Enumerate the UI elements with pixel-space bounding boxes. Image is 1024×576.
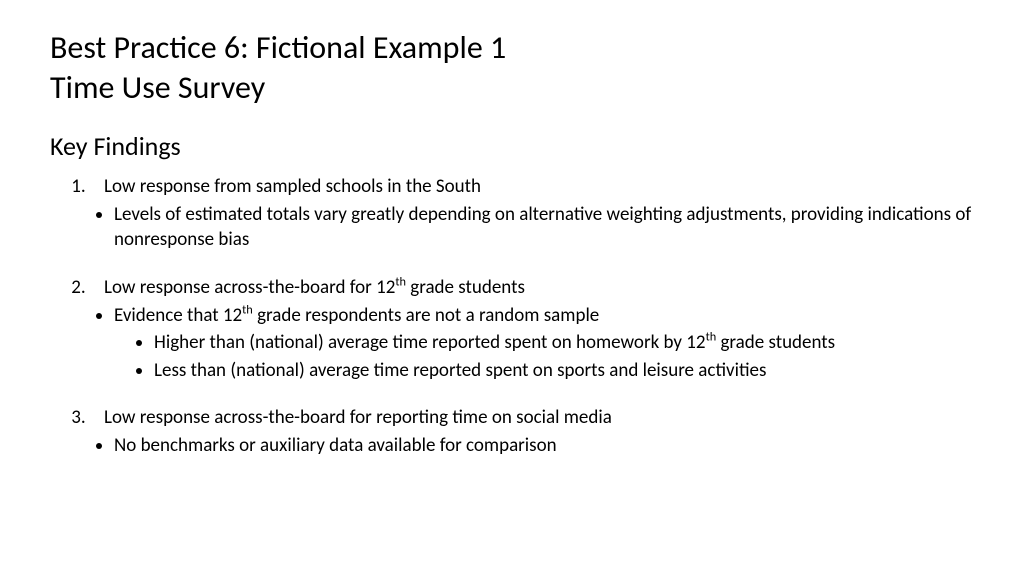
findings-list: Low response from sampled schools in the… (50, 174, 974, 459)
finding-3-text: Low response across-the-board for report… (104, 406, 612, 429)
finding-1-text: Low response from sampled schools in the… (104, 175, 481, 198)
finding-2: Low response across-the-board for 12th g… (90, 275, 974, 384)
finding-3-bullet-1: No benchmarks or auxiliary data availabl… (114, 433, 974, 459)
finding-2-sup: th (395, 275, 406, 290)
finding-2-text: Low response across-the-board for 12th g… (104, 276, 525, 299)
finding-2a-sup: th (242, 302, 253, 317)
finding-2-subbullet-2: Less than (national) average time report… (154, 358, 974, 384)
slide-title-line-1: Best Practice 6: Fictional Example 1 (50, 28, 974, 68)
finding-2-sublist: Evidence that 12th grade respondents are… (90, 303, 974, 384)
finding-2a-pre: Evidence that 12 (114, 304, 242, 327)
finding-2-post: grade students (406, 276, 525, 299)
finding-1-sublist: Levels of estimated totals vary greatly … (90, 202, 974, 253)
finding-2a-post: grade respondents are not a random sampl… (253, 304, 599, 327)
finding-2a1-post: grade students (716, 331, 835, 354)
finding-2-subsublist: Higher than (national) average time repo… (114, 330, 974, 383)
slide-title-line-2: Time Use Survey (50, 68, 974, 108)
subheading-key-findings: Key Findings (50, 130, 974, 162)
finding-1-bullet-1: Levels of estimated totals vary greatly … (114, 202, 974, 253)
finding-2-pre: Low response across-the-board for 12 (104, 276, 395, 299)
finding-2-subbullet-1: Higher than (national) average time repo… (154, 330, 974, 356)
finding-3: Low response across-the-board for report… (90, 405, 974, 458)
finding-2a1-sup: th (706, 330, 717, 345)
finding-2a1-pre: Higher than (national) average time repo… (154, 331, 706, 354)
finding-2-bullet-1: Evidence that 12th grade respondents are… (114, 303, 974, 384)
finding-1: Low response from sampled schools in the… (90, 174, 974, 253)
finding-3-sublist: No benchmarks or auxiliary data availabl… (90, 433, 974, 459)
